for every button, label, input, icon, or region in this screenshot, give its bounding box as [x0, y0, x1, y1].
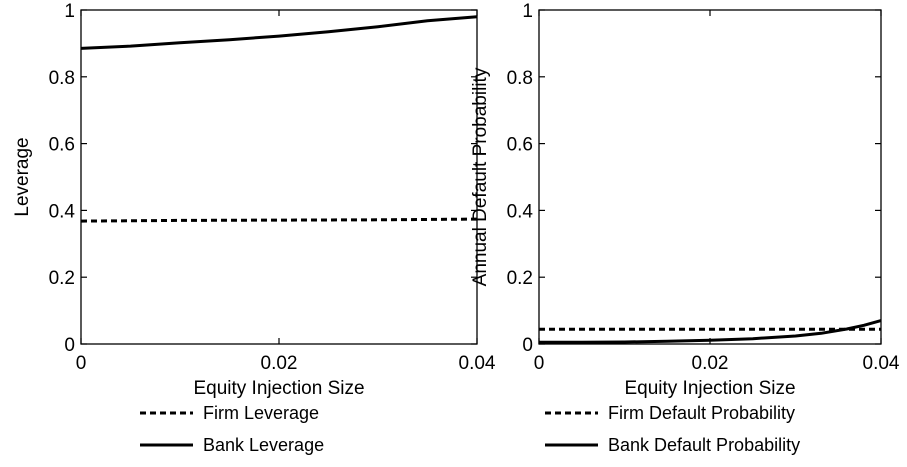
left-series-bank-line	[80, 15, 478, 50]
right-x-tick-label: 0.04	[863, 353, 900, 374]
left-y-tick-label: 0	[64, 335, 75, 356]
right-series-bank-line	[539, 319, 882, 344]
left-y-tick-label: 1	[64, 1, 75, 22]
right-x-tick-label: 0.02	[692, 353, 729, 374]
right-tick-group: 0 0.02 0.04 0 0.2 0.4 0.6 0.8 1	[507, 1, 900, 374]
left-y-tick-label: 0.2	[49, 268, 75, 289]
right-y-axis-label: Annual Default Probability	[470, 67, 491, 286]
left-x-tick-label: 0	[76, 353, 87, 374]
right-y-tick-label: 0.6	[507, 135, 533, 156]
right-chart: 0 0.02 0.04 0 0.2 0.4 0.6 0.8 1 Equity Injection…	[470, 1, 900, 455]
right-y-tick-label: 1	[522, 1, 533, 22]
right-y-tick-label: 0.2	[507, 268, 533, 289]
right-x-tick-label: 0	[534, 353, 545, 374]
left-x-tick-label: 0.04	[459, 353, 496, 374]
right-y-tick-label: 0	[522, 335, 533, 356]
left-legend-label-bank: Bank Leverage	[203, 435, 324, 455]
right-y-tick-label: 0.4	[507, 201, 534, 222]
left-tick-group: 0 0.02 0.04 0 0.2 0.4 0.6 0.8 1	[49, 1, 496, 374]
left-y-tick-label: 0.6	[49, 135, 75, 156]
right-legend-label-firm: Firm Default Probability	[608, 403, 795, 423]
left-x-axis-label: Equity Injection Size	[193, 378, 364, 399]
left-plot-frame	[80, 9, 478, 345]
right-legend: Firm Default Probability Bank Default Pr…	[545, 403, 800, 455]
left-legend: Firm Leverage Bank Leverage	[140, 403, 324, 455]
right-plot-frame	[538, 9, 882, 345]
left-x-tick-label: 0.02	[261, 353, 298, 374]
left-y-tick-label: 0.8	[49, 68, 75, 89]
left-y-tick-label: 0.4	[49, 201, 76, 222]
right-y-tick-label: 0.8	[507, 68, 533, 89]
left-legend-label-firm: Firm Leverage	[203, 403, 319, 423]
left-y-axis-label: Leverage	[12, 137, 33, 216]
right-x-axis-label: Equity Injection Size	[624, 378, 795, 399]
left-series-firm-line	[80, 217, 478, 223]
left-chart: 0 0.02 0.04 0 0.2 0.4 0.6 0.8 1 Equity Injection…	[12, 1, 496, 455]
left-series-group	[80, 15, 478, 223]
right-legend-label-bank: Bank Default Probability	[608, 435, 800, 455]
right-series-group	[539, 319, 882, 344]
